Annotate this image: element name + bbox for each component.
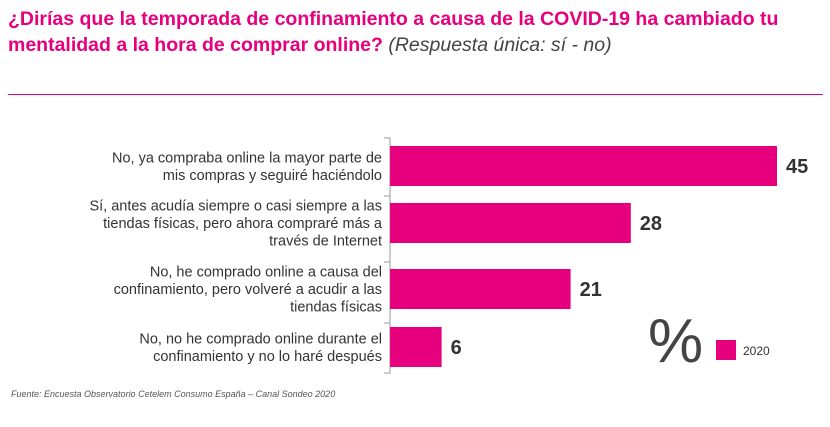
source-note: Fuente: Encuesta Observatorio Cetelem Co… <box>11 389 336 399</box>
value-label: 21 <box>580 279 602 301</box>
bars-group <box>390 146 777 367</box>
category-label: No, ya compraba online la mayor parte de… <box>112 150 382 184</box>
legend-swatch <box>716 340 736 360</box>
title-note: (Respuesta única: sí - no) <box>388 34 612 56</box>
value-label: 28 <box>640 213 662 235</box>
title-divider <box>8 94 823 95</box>
value-label: 6 <box>451 337 462 359</box>
bar <box>390 146 777 186</box>
legend-label: 2020 <box>743 344 770 358</box>
category-labels-group: No, ya compraba online la mayor parte de… <box>89 150 382 365</box>
value-labels-group: 45 28 21 6 <box>451 156 809 359</box>
percent-unit-symbol: % <box>648 307 703 376</box>
category-label: No, he comprado online a causa del confin… <box>114 265 382 316</box>
axis-ticks <box>384 137 390 374</box>
value-label: 45 <box>786 156 808 178</box>
bar <box>390 203 631 243</box>
chart-title: ¿Dirías que la temporada de confinamient… <box>8 6 823 58</box>
category-label: No, no he comprado online durante el conf… <box>139 331 382 365</box>
bar <box>390 327 442 367</box>
category-label: Sí, antes acudía siempre o casi siempre … <box>89 199 382 250</box>
bar <box>390 269 571 309</box>
title-main: ¿Dirías que la temporada de confinamient… <box>8 8 779 56</box>
